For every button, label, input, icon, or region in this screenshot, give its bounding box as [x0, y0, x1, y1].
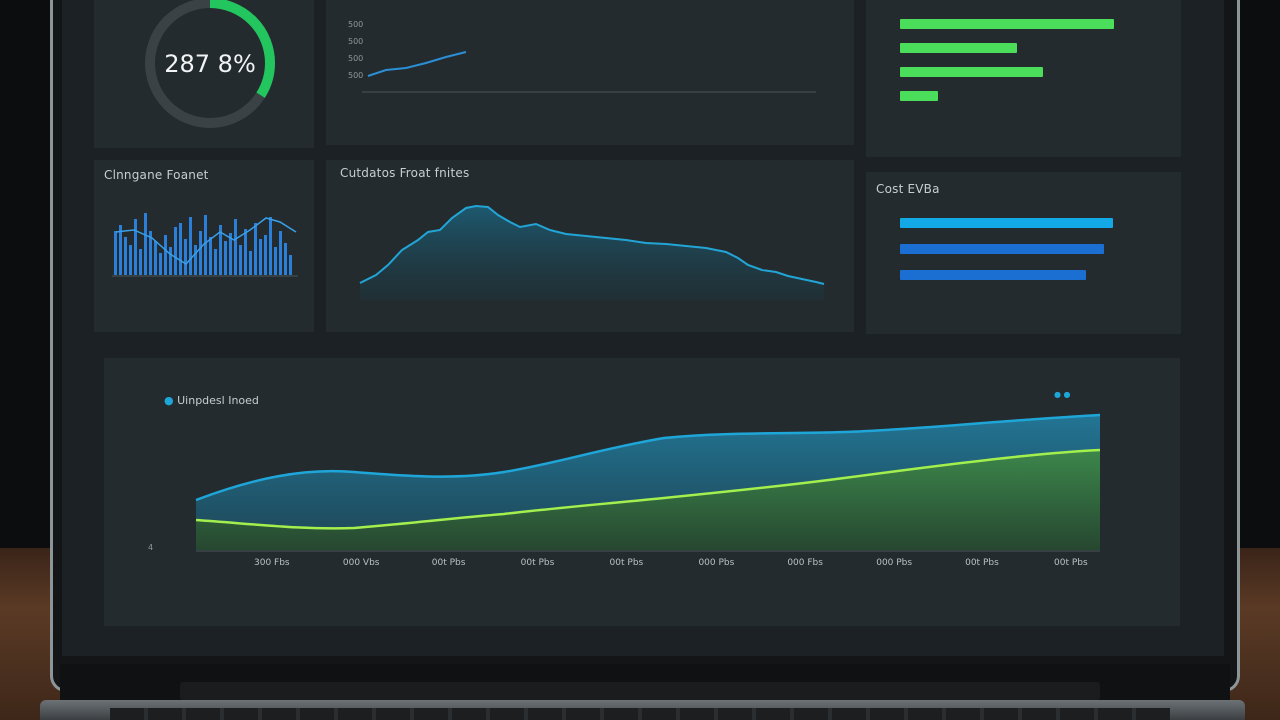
cost-bars-bar[interactable]: [900, 218, 1114, 228]
main-series-1-line: [195, 413, 1101, 502]
histogram-bar: [219, 225, 222, 275]
histogram-bar: [139, 249, 142, 275]
chart-dot-icon: ●: [164, 394, 174, 407]
donut-gauge: [145, 0, 275, 128]
histogram-bar: [194, 245, 197, 275]
top-line-series: [367, 51, 467, 77]
area-chart-panel[interactable]: Cutdatos Froat fnites: [326, 160, 854, 332]
cost-bars-bar[interactable]: [900, 270, 1086, 280]
main-chart-panel[interactable]: ● Uinpdesl Inoed ● ● 4: [104, 358, 1180, 626]
area-chart-title: Cutdatos Froat fnites: [340, 166, 470, 180]
histogram-bar: [179, 223, 182, 275]
histogram-bar: [114, 231, 117, 275]
histogram-bar: [234, 219, 237, 275]
main-x-tick: 000 Pbs: [876, 558, 913, 568]
cost-bars-title: Cost EVBa: [876, 182, 940, 196]
histogram-bar: [229, 233, 232, 275]
main-x-tick: 000 Pbs: [698, 558, 735, 568]
main-x-tick: 00t Pbs: [1054, 558, 1088, 568]
top-bars-panel[interactable]: [866, 0, 1181, 157]
histogram-bar: [224, 241, 227, 275]
main-area-chart: [195, 413, 1101, 552]
gauge-arc: [145, 0, 275, 128]
histogram-bar: [269, 217, 272, 275]
histogram-bar: [119, 225, 122, 275]
histogram-bar: [169, 247, 172, 275]
histogram-bar: [244, 229, 247, 275]
histogram-bar: [144, 213, 147, 275]
laptop-keyboard: [110, 708, 1170, 720]
legend-dot-icon: ●: [1054, 390, 1061, 399]
cost-bars-bar[interactable]: [900, 244, 1105, 254]
histogram-panel[interactable]: Clnngane Foanet: [94, 160, 314, 332]
cost-bars-panel[interactable]: Cost EVBa: [866, 172, 1181, 334]
top-line-chart: [362, 51, 816, 93]
histogram-bar: [284, 243, 287, 275]
main-x-tick: 00t Pbs: [965, 558, 999, 568]
main-x-tick: 000 Vbs: [342, 558, 380, 568]
dashboard-screen: 287 8% 500 500 500 500 Clnngane Foanet C…: [62, 0, 1224, 656]
histogram-bar: [189, 217, 192, 275]
main-x-tick: 000 Fbs: [787, 558, 823, 568]
main-x-tick: 00t Pbs: [431, 558, 466, 568]
main-series-2-line: [195, 448, 1101, 530]
area-chart-fill: [360, 206, 824, 300]
area-chart-line: [359, 204, 825, 285]
main-y-tick: 4: [148, 543, 154, 552]
laptop-hinge: [180, 682, 1100, 700]
top-line-chart-panel[interactable]: 500 500 500 500: [326, 0, 854, 145]
main-x-tick: 00t Pbs: [520, 558, 555, 568]
gauge-panel[interactable]: 287 8%: [94, 0, 314, 148]
histogram-bar: [204, 215, 207, 275]
histogram-bar: [254, 223, 257, 275]
gauge-value: 287 8%: [164, 50, 256, 78]
histogram-bar: [134, 219, 137, 275]
area-chart: [359, 204, 825, 300]
histogram-bar: [154, 241, 157, 275]
main-x-tick: 00t Pbs: [609, 558, 644, 568]
top-line-y-tick: 500: [348, 37, 364, 46]
histogram-bar: [214, 249, 217, 275]
histogram-bar: [249, 251, 252, 275]
top-bars-bar[interactable]: [900, 91, 939, 101]
histogram-trend-line: [115, 217, 297, 265]
top-line-y-tick: 500: [348, 54, 364, 63]
top-line-y-tick: 500: [348, 71, 364, 80]
histogram-bar: [274, 247, 277, 275]
histogram-chart: [112, 213, 298, 277]
histogram-bar: [124, 237, 127, 275]
histogram-bar: [159, 253, 162, 275]
histogram-bar: [259, 239, 262, 275]
histogram-bar: [164, 235, 167, 275]
histogram-bar: [289, 255, 292, 275]
top-bars-bar[interactable]: [900, 19, 1115, 29]
top-bars-bar[interactable]: [900, 43, 1017, 53]
histogram-bar: [264, 235, 267, 275]
histogram-bar: [239, 245, 242, 275]
main-x-tick: 300 Fbs: [254, 558, 290, 568]
histogram-bar: [199, 231, 202, 275]
main-chart-title-text: Uinpdesl Inoed: [177, 394, 259, 407]
histogram-bar: [129, 245, 132, 275]
histogram-title: Clnngane Foanet: [104, 168, 209, 182]
main-chart-legend: ● ●: [1054, 390, 1071, 399]
histogram-bar: [149, 231, 152, 275]
main-chart-title: ● Uinpdesl Inoed: [164, 394, 259, 407]
histogram-bar: [184, 239, 187, 275]
legend-dot-icon: ●: [1063, 390, 1071, 399]
histogram-bar: [279, 231, 282, 275]
histogram-bar: [209, 237, 212, 275]
top-bars-bar[interactable]: [900, 67, 1043, 77]
top-line-y-tick: 500: [348, 20, 364, 29]
histogram-bar: [174, 227, 177, 275]
